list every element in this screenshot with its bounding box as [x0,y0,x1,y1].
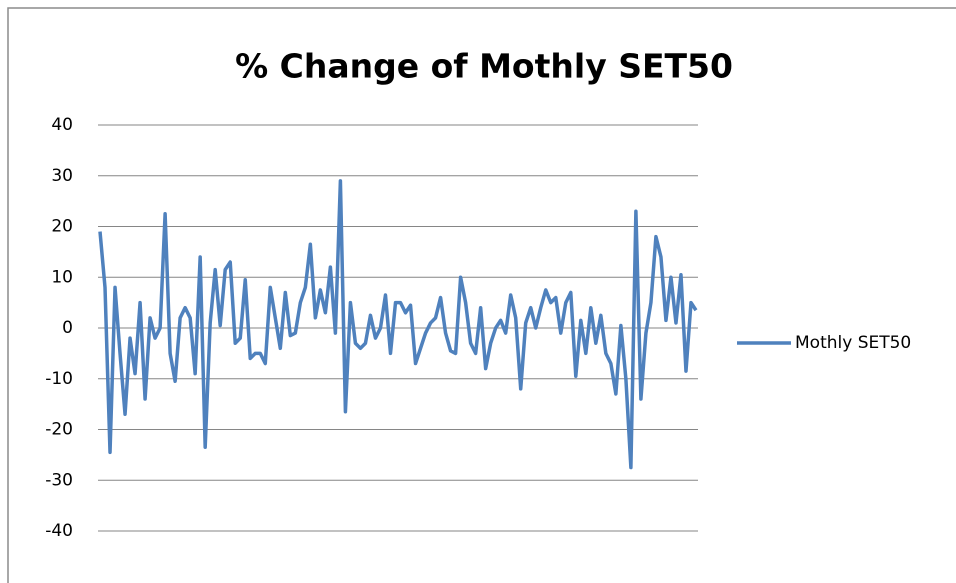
y-tick-label: 30 [51,166,73,186]
chart-frame [7,7,956,583]
y-tick-label: 10 [51,267,73,287]
y-tick-label: -40 [45,521,73,541]
y-tick-label: -10 [45,369,73,389]
y-tick-label: 40 [51,115,73,135]
y-tick-label: 0 [62,318,73,338]
legend-label: Mothly SET50 [795,333,911,353]
chart-title: % Change of Mothly SET50 [235,47,733,86]
y-tick-label: -20 [45,420,73,440]
data-line [98,179,698,470]
y-tick-label: -30 [45,470,73,490]
y-tick-label: 20 [51,217,73,237]
